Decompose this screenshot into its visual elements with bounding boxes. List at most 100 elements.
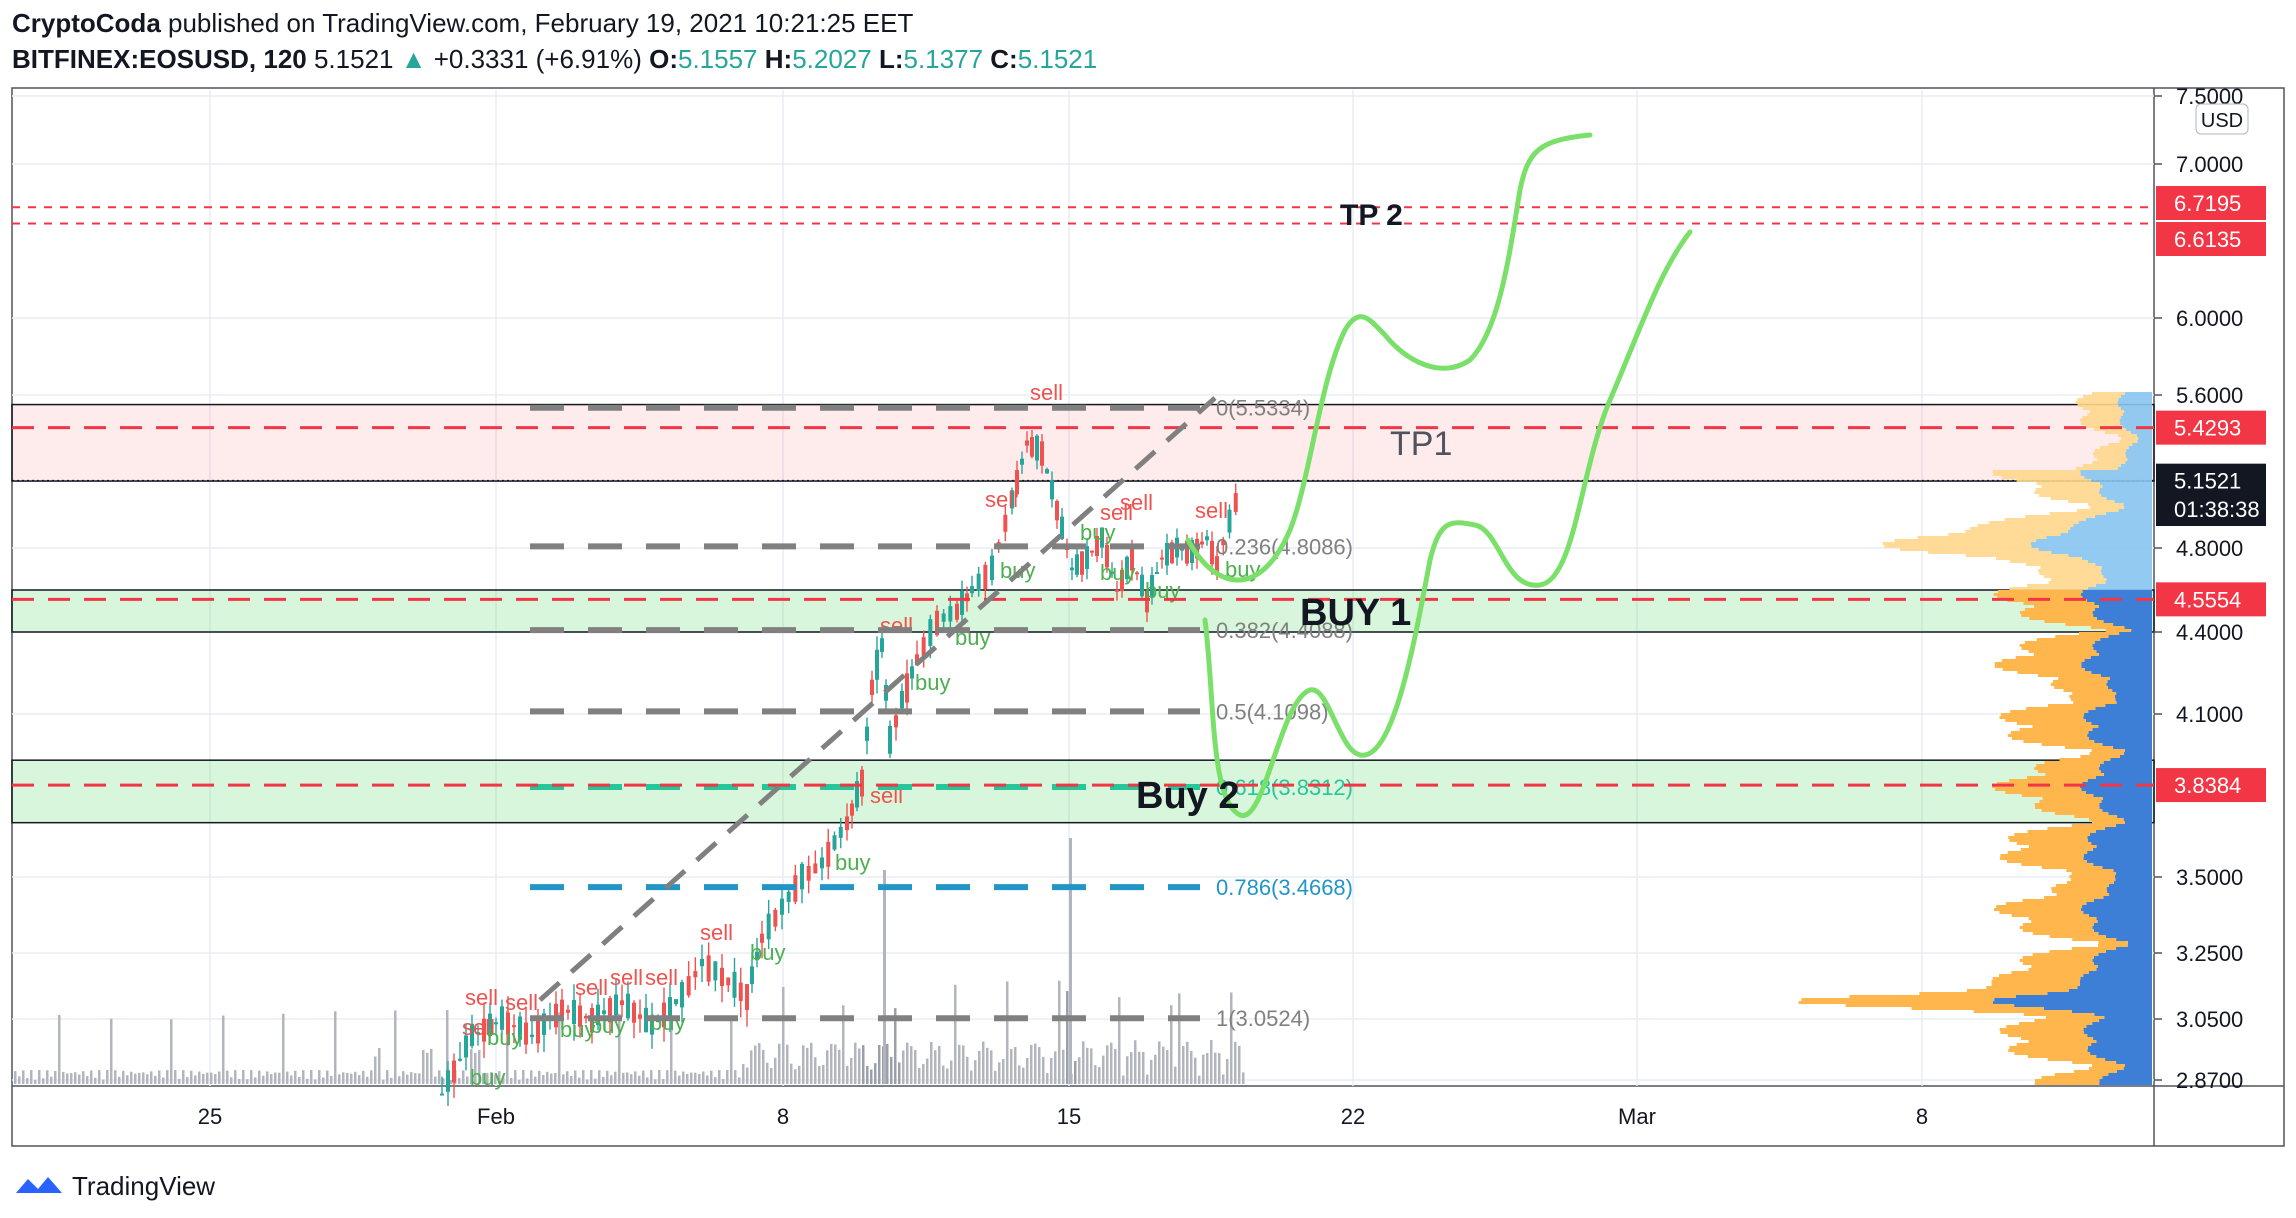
footer-brand[interactable]: TradingView bbox=[72, 1170, 216, 1201]
profile-bar-up bbox=[2101, 566, 2152, 569]
profile-bar-down bbox=[2021, 1037, 2094, 1040]
volume-bar bbox=[982, 1041, 985, 1084]
profile-bar-down bbox=[2072, 1061, 2117, 1064]
volume-bar bbox=[606, 1070, 609, 1084]
profile-bar-up bbox=[2081, 665, 2152, 668]
candle-body bbox=[970, 586, 974, 594]
annotation-tp1[interactable]: TP1 bbox=[1390, 425, 1452, 463]
profile-bar-down bbox=[2078, 632, 2120, 635]
candle-body bbox=[524, 1022, 528, 1045]
profile-bar-up bbox=[2092, 959, 2152, 962]
profile-bar-down bbox=[2005, 791, 2086, 794]
profile-bar-down bbox=[2027, 584, 2096, 587]
candle-body bbox=[773, 909, 778, 927]
profile-bar-down bbox=[2037, 674, 2101, 677]
volume-bar bbox=[790, 1063, 793, 1084]
profile-bar-up bbox=[2088, 914, 2152, 917]
candle-body bbox=[620, 1000, 624, 1006]
profile-bar-down bbox=[1919, 992, 2048, 995]
volume-bar bbox=[382, 1079, 385, 1084]
volume-bar bbox=[350, 1073, 353, 1084]
profile-bar-up bbox=[2080, 470, 2152, 473]
volume-bar bbox=[594, 1078, 597, 1084]
profile-bar-down bbox=[2047, 1058, 2106, 1061]
profile-bar-down bbox=[2050, 683, 2107, 686]
profile-bar-up bbox=[2103, 896, 2152, 899]
volume-bar bbox=[318, 1070, 321, 1084]
volume-bar bbox=[858, 1048, 861, 1084]
x-tick-label: 25 bbox=[198, 1104, 222, 1129]
profile-bar-down bbox=[2074, 815, 2118, 818]
volume-bar bbox=[522, 1070, 525, 1084]
volume-bar bbox=[998, 1062, 1001, 1084]
candle-body bbox=[726, 977, 731, 986]
candle-body bbox=[494, 1022, 498, 1025]
profile-bar-up bbox=[2091, 479, 2152, 482]
profile-bar-down bbox=[2080, 419, 2120, 422]
volume-bar bbox=[274, 1072, 277, 1084]
annotation-tp2[interactable]: TP 2 bbox=[1340, 199, 1403, 232]
profile-bar-up bbox=[2107, 680, 2152, 683]
volume-bar bbox=[1134, 1040, 1137, 1084]
volume-bar bbox=[822, 1064, 825, 1084]
profile-bar-down bbox=[2036, 482, 2101, 485]
volume-bar bbox=[962, 1045, 965, 1084]
candle-body bbox=[1130, 548, 1134, 571]
volume-bar bbox=[518, 1079, 521, 1084]
volume-bar bbox=[70, 1073, 73, 1084]
profile-bar-down bbox=[2028, 917, 2097, 920]
annotation-buy1[interactable]: BUY 1 bbox=[1300, 592, 1411, 634]
volume-bar bbox=[722, 1078, 725, 1084]
projection-path-lower[interactable] bbox=[1202, 229, 1693, 818]
volume-bar bbox=[266, 1071, 269, 1084]
candle-body bbox=[820, 857, 824, 869]
candle-body bbox=[566, 1009, 570, 1013]
volume-bar bbox=[182, 1070, 185, 1084]
volume-bar bbox=[910, 1046, 913, 1084]
annotation-buy2[interactable]: Buy 2 bbox=[1136, 775, 1239, 817]
profile-bar-down bbox=[2016, 479, 2092, 482]
profile-bar-up bbox=[2093, 863, 2152, 866]
profile-bar-up bbox=[2085, 719, 2152, 722]
profile-bar-up bbox=[2104, 1016, 2152, 1019]
projection-path-upper[interactable] bbox=[1185, 132, 1593, 583]
profile-bar-down bbox=[2022, 899, 2094, 902]
candle-body bbox=[632, 1002, 636, 1023]
profile-bar-up bbox=[2106, 497, 2152, 500]
candle-body bbox=[1145, 590, 1149, 613]
profile-bar-down bbox=[1994, 662, 2082, 665]
volume-bar bbox=[754, 1045, 757, 1084]
author-name[interactable]: CryptoCoda bbox=[12, 8, 161, 38]
currency-badge[interactable]: USD bbox=[2195, 103, 2249, 135]
candle-body bbox=[800, 863, 804, 890]
profile-bar-up bbox=[2047, 992, 2152, 995]
volume-bar bbox=[358, 1075, 361, 1084]
buy-signal: buy bbox=[1080, 520, 1115, 545]
profile-bar-up bbox=[2090, 1052, 2152, 1055]
candle-body bbox=[470, 1023, 474, 1047]
profile-bar-up bbox=[2119, 755, 2152, 758]
candle-body bbox=[674, 999, 678, 1005]
volume-profile bbox=[1798, 392, 2152, 1085]
volume-bar bbox=[642, 1070, 645, 1084]
volume-bar bbox=[290, 1075, 293, 1084]
horizontal-lines[interactable] bbox=[12, 206, 2154, 787]
buy-signal: buy bbox=[835, 850, 870, 875]
fibonacci-retracement[interactable]: 0(5.5334)0.236(4.8086)0.382(4.4088)0.5(4… bbox=[530, 396, 1353, 1031]
candle-body bbox=[1227, 509, 1232, 533]
volume-bar bbox=[654, 1079, 657, 1084]
volume-bar bbox=[1118, 997, 1121, 1084]
profile-bar-down bbox=[1993, 593, 2081, 596]
profile-bar-down bbox=[1970, 527, 2071, 530]
profile-bar-down bbox=[2026, 776, 2096, 779]
buy-signal: buy bbox=[1000, 558, 1035, 583]
trend-line[interactable] bbox=[538, 396, 1217, 1002]
volume-bar bbox=[986, 1047, 989, 1084]
profile-bar-down bbox=[2002, 659, 2085, 662]
profile-bar-up bbox=[2081, 905, 2152, 908]
symbol-name[interactable]: BITFINEX:EOSUSD, 120 bbox=[12, 44, 307, 74]
profile-bar-down bbox=[2108, 443, 2133, 446]
volume-bar bbox=[618, 1013, 621, 1084]
y-tick-label: 2.8700 bbox=[2176, 1068, 2243, 1093]
